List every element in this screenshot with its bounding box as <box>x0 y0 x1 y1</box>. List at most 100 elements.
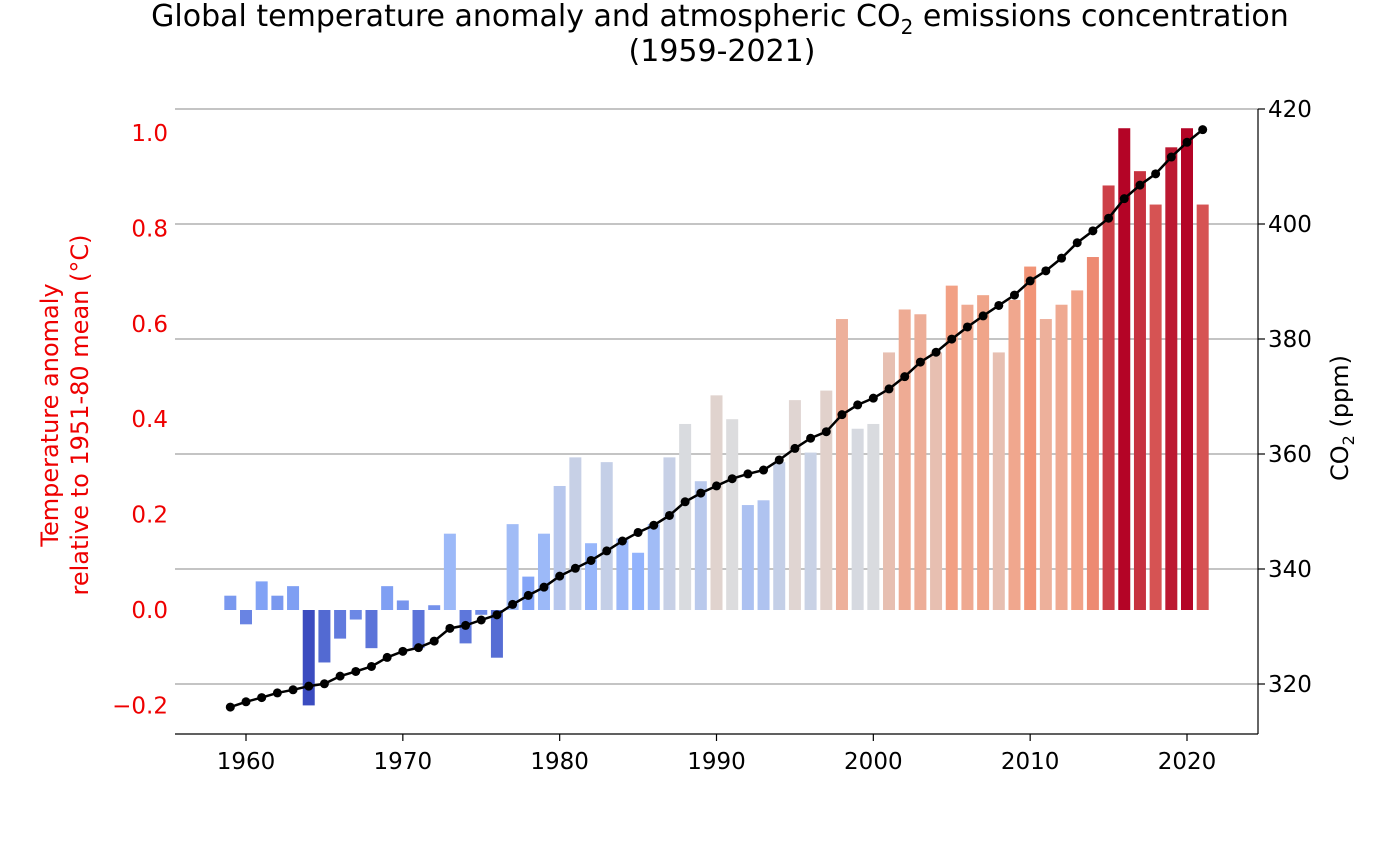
co2-point-1985 <box>633 527 643 537</box>
temperature-bar-1988 <box>679 423 692 610</box>
temperature-bar-2012 <box>1055 304 1068 610</box>
co2-point-1967 <box>351 666 361 676</box>
temperature-bar-2005 <box>945 285 958 610</box>
left-axis-label-2: relative to 1951-80 mean (°C) <box>66 235 94 596</box>
temperature-bar-2016 <box>1118 128 1131 611</box>
right-tick-label: 420 <box>1268 97 1312 123</box>
co2-point-1970 <box>398 646 408 656</box>
co2-point-2008 <box>994 300 1004 310</box>
co2-point-1982 <box>586 555 596 565</box>
co2-point-2014 <box>1088 226 1098 236</box>
temperature-bar-2019 <box>1165 147 1178 610</box>
left-tick-label: −0.2 <box>112 693 168 719</box>
temperature-bar-1970 <box>396 600 409 610</box>
x-tick-label: 1970 <box>374 749 433 775</box>
right-tick-label: 400 <box>1268 212 1312 238</box>
co2-point-1976 <box>492 610 502 620</box>
co2-point-1966 <box>335 671 345 681</box>
temperature-bar-2014 <box>1086 257 1099 610</box>
co2-point-1978 <box>523 590 533 600</box>
temperature-bar-2020 <box>1181 128 1193 611</box>
temperature-bar-1962 <box>271 595 284 610</box>
x-tick-label: 1980 <box>530 749 589 775</box>
temperature-bar-1979 <box>537 533 550 610</box>
co2-point-1965 <box>319 679 329 689</box>
co2-point-2019 <box>1166 152 1176 162</box>
temperature-bar-2015 <box>1102 185 1115 610</box>
left-tick-label: 0.0 <box>131 598 168 624</box>
co2-point-2016 <box>1119 194 1129 204</box>
temperature-bar-1995 <box>788 400 801 610</box>
temperature-bar-1977 <box>506 524 519 610</box>
temperature-bar-1992 <box>741 505 754 610</box>
temperature-bar-1971 <box>412 610 425 649</box>
co2-point-1984 <box>617 536 627 546</box>
temperature-bar-2001 <box>883 352 896 610</box>
x-tick-label: 2010 <box>1001 749 1060 775</box>
temperature-bar-1991 <box>726 419 739 610</box>
right-tick-label: 380 <box>1268 327 1312 353</box>
co2-point-2017 <box>1135 180 1145 190</box>
left-axis-label: Temperature anomaly <box>36 283 64 547</box>
temperature-bar-1997 <box>820 390 833 610</box>
temperature-bar-1994 <box>773 462 786 610</box>
co2-point-2003 <box>915 357 925 367</box>
x-tick-label: 2000 <box>844 749 903 775</box>
temperature-bar-1987 <box>663 457 676 610</box>
co2-point-1998 <box>837 410 847 420</box>
co2-point-1994 <box>774 455 784 465</box>
temperature-bar-2009 <box>1008 299 1021 610</box>
co2-point-2006 <box>962 322 972 332</box>
temperature-bar-1985 <box>632 552 645 610</box>
co2-point-1983 <box>602 546 612 556</box>
temperature-bar-2007 <box>977 295 990 610</box>
x-tick-label: 1960 <box>217 749 276 775</box>
co2-point-1977 <box>508 599 518 609</box>
co2-point-1974 <box>461 620 471 630</box>
co2-point-1986 <box>649 520 659 530</box>
co2-point-1993 <box>759 465 769 475</box>
co2-point-1972 <box>429 636 439 646</box>
co2-point-2007 <box>978 311 988 321</box>
left-tick-label: 1.0 <box>131 121 168 147</box>
co2-point-2009 <box>1009 290 1019 300</box>
left-tick-label: 0.8 <box>131 216 168 242</box>
temperature-bar-2003 <box>914 314 927 610</box>
temperature-bar-1966 <box>334 610 347 639</box>
temperature-bar-1999 <box>851 428 864 610</box>
axes: 320 340 360 380 400 420 −0.2 0.0 0.2 0.4 0.6 0.8 1.0… <box>112 97 1312 775</box>
temperature-bar-1989 <box>694 481 707 610</box>
temperature-bar-1996 <box>804 452 817 610</box>
temperature-bar-1972 <box>428 605 441 610</box>
co2-point-2002 <box>900 372 910 382</box>
x-tick-label: 1990 <box>687 749 746 775</box>
co2-point-1964 <box>304 681 314 691</box>
right-tick-label: 360 <box>1268 442 1312 468</box>
co2-point-1996 <box>806 433 816 443</box>
co2-point-2021 <box>1198 125 1208 135</box>
temperature-bar-1984 <box>616 538 629 610</box>
co2-point-1975 <box>476 615 486 625</box>
temperature-bar-2011 <box>1039 319 1052 610</box>
co2-point-1995 <box>790 443 800 453</box>
co2-point-1988 <box>680 497 690 507</box>
temperature-bar-1964 <box>302 610 315 706</box>
co2-point-2010 <box>1025 276 1035 286</box>
co2-point-2001 <box>884 384 894 394</box>
temperature-bar-1963 <box>287 586 300 610</box>
right-tick-label: 340 <box>1268 557 1312 583</box>
right-tick-label: 320 <box>1268 672 1312 698</box>
x-tick-label: 2020 <box>1158 749 1217 775</box>
co2-point-1997 <box>821 427 831 437</box>
temperature-bar-1982 <box>585 543 598 610</box>
left-tick-label: 0.2 <box>131 503 168 529</box>
temperature-bar-1973 <box>443 533 456 610</box>
right-axis-label: CO2 (ppm) <box>1326 355 1358 481</box>
co2-point-2018 <box>1151 169 1161 179</box>
co2-point-1992 <box>743 469 753 479</box>
temperature-bar-2010 <box>1024 266 1037 610</box>
chart-title-line2: (1959-2021) <box>629 34 816 69</box>
temperature-bar-2002 <box>898 309 911 610</box>
temperature-bar-2021 <box>1196 204 1209 611</box>
temperature-bar-2004 <box>930 352 943 610</box>
